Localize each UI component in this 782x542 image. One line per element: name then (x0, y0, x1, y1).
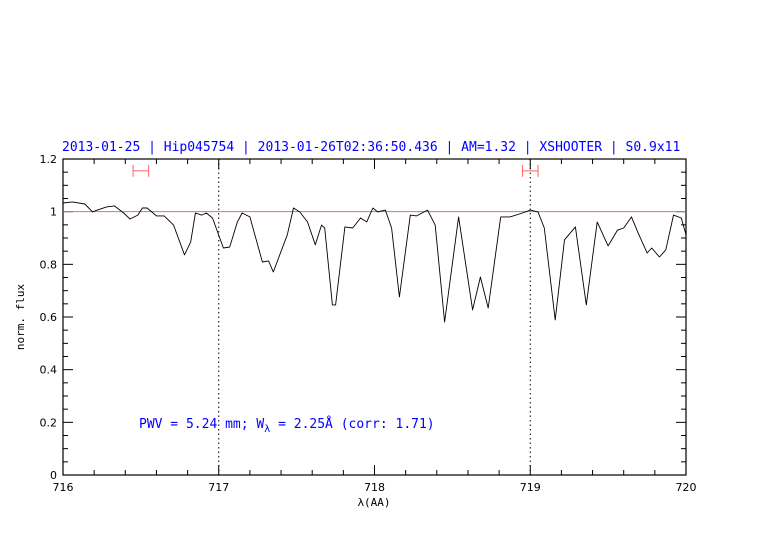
y-tick-label: 0.2 (40, 416, 58, 429)
x-axis-label: λ(AA) (357, 496, 390, 509)
y-tick-label: 1 (50, 206, 57, 219)
pwv-annotation-subscript: λ (264, 424, 270, 435)
pwv-annotation-main: PWV = 5.24 mm; W (139, 417, 264, 432)
y-tick-label: 1.2 (40, 153, 58, 166)
x-tick-label: 720 (676, 481, 697, 494)
pwv-annotation-rest: = 2.25Å (corr: 1.71) (270, 416, 434, 432)
x-tick-label: 716 (53, 481, 74, 494)
y-tick-label: 0.4 (40, 364, 58, 377)
x-tick-label: 717 (208, 481, 229, 494)
y-tick-label: 0 (50, 469, 57, 482)
chart-title: 2013-01-25 | Hip045754 | 2013-01-26T02:3… (62, 140, 680, 155)
y-tick-label: 0.8 (40, 258, 58, 271)
y-tick-label: 0.6 (40, 311, 58, 324)
pwv-annotation: PWV = 5.24 mm; Wλ = 2.25Å (corr: 1.71) (139, 416, 435, 435)
x-tick-label: 719 (520, 481, 541, 494)
x-tick-label: 718 (364, 481, 385, 494)
y-axis-label: norm. flux (14, 284, 27, 351)
spectrum-line (62, 201, 687, 323)
